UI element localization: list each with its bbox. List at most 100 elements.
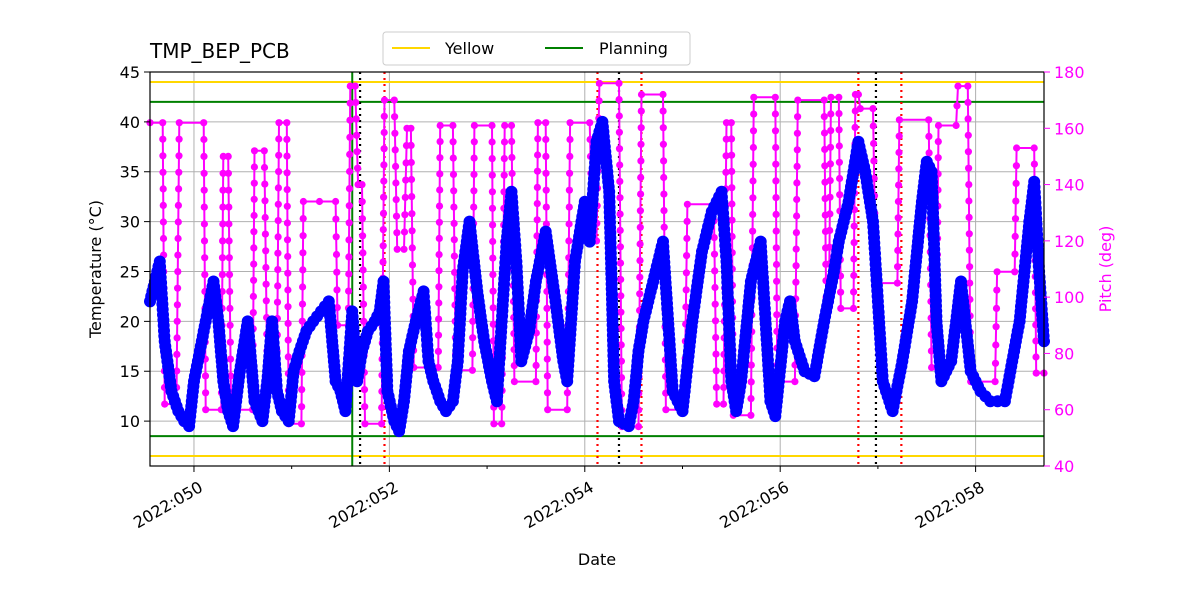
data-point	[1012, 162, 1021, 170]
data-point	[615, 112, 623, 120]
data-point	[616, 161, 624, 169]
data-point	[820, 129, 829, 137]
data-point	[346, 150, 354, 158]
data-point	[727, 135, 736, 143]
data-point	[615, 96, 623, 104]
data-point	[719, 400, 728, 408]
data-point	[636, 257, 644, 265]
data-point	[489, 237, 497, 246]
data-point	[260, 147, 268, 155]
data-point	[299, 266, 307, 274]
data-point	[250, 195, 258, 203]
data-point	[820, 113, 828, 121]
data-point	[359, 249, 367, 257]
y2-tick-label: 120	[1054, 232, 1085, 251]
data-point	[470, 121, 478, 130]
data-point	[359, 232, 367, 240]
data-point	[1012, 197, 1020, 205]
data-point	[634, 423, 643, 431]
data-point	[173, 301, 181, 309]
data-point	[489, 304, 497, 312]
data-point	[250, 244, 258, 252]
data-point	[683, 234, 691, 243]
data-point	[636, 223, 644, 231]
data-point	[793, 129, 802, 137]
data-point	[262, 280, 270, 288]
y-axis-label: Temperature (°C)	[86, 200, 105, 339]
data-point	[508, 169, 516, 178]
data-point	[712, 333, 720, 342]
data-point	[773, 311, 781, 319]
data-point	[489, 221, 497, 229]
data-point	[856, 105, 864, 113]
data-point	[992, 304, 1001, 312]
data-point	[380, 145, 388, 153]
data-point	[825, 243, 834, 251]
data-point	[449, 138, 457, 146]
data-point	[435, 234, 443, 242]
data-point	[534, 135, 542, 143]
data-point	[159, 201, 167, 209]
data-point	[711, 283, 719, 292]
data-point	[201, 254, 209, 262]
data-point	[407, 175, 416, 184]
data-point	[617, 292, 625, 300]
legend-label-yellow: Yellow	[444, 39, 494, 58]
data-point	[566, 169, 574, 177]
data-point	[991, 359, 1000, 367]
data-point	[617, 341, 625, 349]
data-point	[470, 138, 478, 146]
data-point	[332, 233, 340, 241]
data-point	[772, 244, 780, 252]
data-point	[435, 202, 444, 210]
data-point	[773, 277, 781, 285]
data-point	[218, 271, 226, 279]
data-point	[992, 341, 1000, 349]
data-point	[683, 252, 691, 260]
data-point	[660, 223, 668, 231]
data-point	[450, 252, 458, 260]
data-point	[359, 266, 367, 274]
data-point	[501, 121, 509, 130]
data-point	[750, 110, 758, 118]
data-point	[380, 161, 388, 169]
data-point	[659, 140, 668, 148]
data-point	[821, 145, 829, 153]
data-point	[965, 230, 973, 238]
data-point	[712, 367, 720, 375]
data-point	[637, 190, 645, 198]
data-point	[870, 139, 878, 148]
data-point	[851, 123, 859, 131]
data-point	[283, 152, 291, 160]
data-point	[965, 181, 973, 189]
data-point	[225, 271, 234, 279]
data-point	[345, 185, 354, 193]
data-point	[299, 215, 307, 223]
data-point	[379, 226, 387, 234]
data-point	[965, 213, 973, 221]
y-tick-label: 30	[120, 213, 140, 232]
data-point	[359, 283, 367, 291]
data-point	[595, 97, 603, 105]
data-point	[711, 267, 719, 275]
data-point	[283, 119, 291, 127]
data-point	[893, 279, 902, 287]
data-point	[894, 246, 902, 254]
data-point	[226, 321, 234, 329]
data-point	[298, 368, 306, 377]
x-tick-label: 2022:054	[521, 477, 597, 532]
data-point	[299, 283, 307, 291]
data-point	[870, 157, 878, 165]
data-point	[488, 171, 496, 179]
data-point	[1032, 369, 1040, 377]
data-point	[894, 263, 902, 271]
data-point	[615, 128, 624, 136]
data-point	[353, 148, 361, 156]
data-point	[616, 259, 625, 267]
x-tick-label: 2022:056	[716, 477, 792, 532]
data-point	[543, 321, 551, 329]
data-point	[722, 168, 730, 176]
data-point	[274, 249, 282, 257]
data-point	[250, 179, 258, 187]
data-point	[894, 230, 902, 238]
